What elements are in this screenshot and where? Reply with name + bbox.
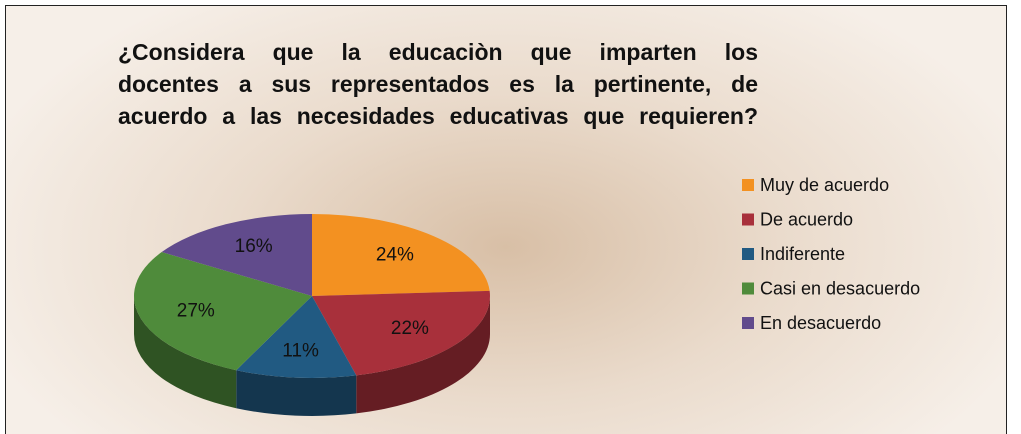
pie-side xyxy=(356,296,490,414)
data-label: 22% xyxy=(391,318,429,339)
data-label: 27% xyxy=(177,301,215,322)
pie-slice xyxy=(134,252,312,371)
title-line: docentes a sus representados es la perti… xyxy=(118,71,758,97)
data-label: 16% xyxy=(235,236,273,257)
data-label: 24% xyxy=(376,244,414,265)
chart-title: ¿Considera que la educaciòn que imparten… xyxy=(118,36,758,132)
pie-slice xyxy=(236,296,357,378)
legend-label: De acuerdo xyxy=(760,209,853,229)
data-label: 11% xyxy=(282,341,319,362)
pie-slice xyxy=(312,214,490,296)
pie-slice xyxy=(161,214,312,296)
pie-side xyxy=(236,370,357,416)
legend-label: Muy de acuerdo xyxy=(760,175,889,195)
legend-swatch xyxy=(742,213,754,226)
legend-swatch xyxy=(742,282,754,295)
pie-slice xyxy=(312,290,490,376)
legend-label: Indiferente xyxy=(760,244,845,264)
legend-swatch xyxy=(742,317,754,329)
legend-swatch xyxy=(742,179,754,191)
legend-label: En desacuerdo xyxy=(760,313,881,333)
title-line: ¿Considera que la educaciòn que imparten… xyxy=(118,39,758,65)
pie-side xyxy=(134,296,237,409)
title-line: acuerdo a las necesidades educativas que… xyxy=(118,103,758,129)
legend-swatch xyxy=(742,248,754,260)
legend-label: Casi en desacuerdo xyxy=(760,278,920,298)
